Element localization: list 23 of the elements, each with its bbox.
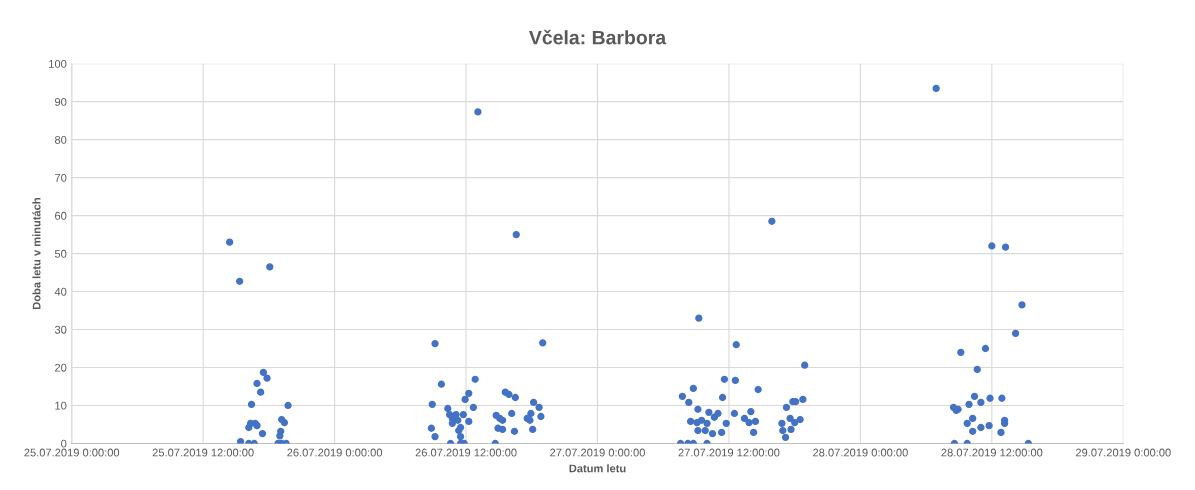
chart-title: Včela: Barbora (529, 29, 667, 45)
x-tick-label: 28.07.2019 12:00:00 (941, 448, 1043, 457)
x-tick-label: 25.07.2019 12:00:00 (152, 448, 254, 457)
y-tick-label: 100 (49, 59, 67, 68)
y-tick-label: 40 (54, 287, 67, 296)
y-tick-label: 10 (55, 401, 67, 410)
x-axis-title: Datum letu (569, 464, 626, 473)
y-tick-label: 0 (61, 439, 67, 448)
y-tick-label: 60 (55, 211, 67, 220)
x-tick-label: 29.07.2019 0:00:00 (1075, 448, 1171, 457)
x-tick-label: 26.07.2019 0:00:00 (287, 448, 383, 457)
y-tick-label: 70 (55, 173, 67, 182)
x-tick-label: 27.07.2019 0:00:00 (550, 448, 645, 457)
x-tick-label: 26.07.2019 12:00:00 (415, 448, 517, 457)
y-tick-label: 90 (55, 97, 67, 106)
y-tick-label: 80 (54, 135, 67, 144)
y-tick-label: 30 (54, 325, 67, 334)
y-axis-title: Doba letu v minutách (32, 198, 41, 310)
x-tick-label: 28.07.2019 0:00:00 (813, 448, 908, 457)
y-tick-label: 20 (55, 363, 67, 372)
x-tick-label: 25.07.2019 0:00:00 (24, 448, 120, 457)
y-tick-label: 50 (54, 249, 67, 258)
x-tick-label: 27.07.2019 12:00:00 (678, 448, 780, 457)
